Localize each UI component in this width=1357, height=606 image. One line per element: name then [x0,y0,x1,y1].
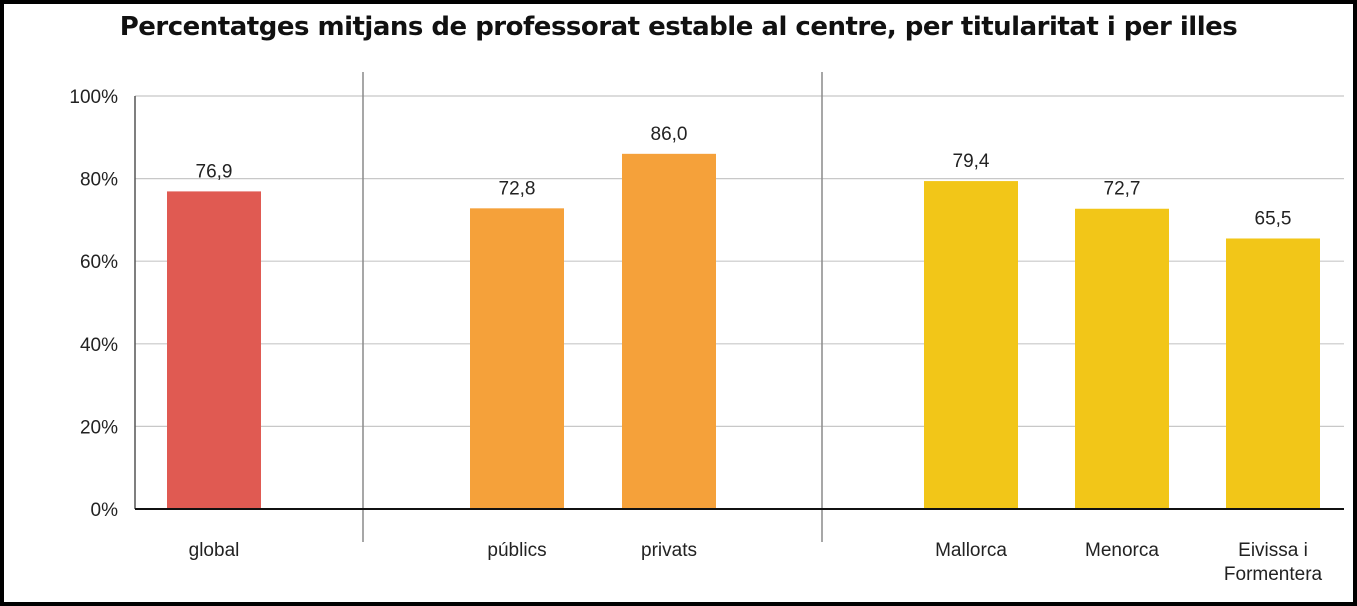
x-tick-label: Menorca [1085,540,1159,561]
bar [470,208,564,509]
chart-title: Percentatges mitjans de professorat esta… [119,12,1238,42]
bar-chart: 0% 20% 40% 60% 80% 100% 76,9 global 72,8 públics 8… [69,72,1344,585]
data-label: 72,8 [499,178,536,199]
bar [1226,238,1320,510]
y-tick-label: 20% [80,417,118,438]
bar [1075,208,1169,509]
data-label: 86,0 [651,124,688,145]
y-tick-label: 100% [69,87,118,108]
x-tick-label: privats [641,540,697,561]
x-tick-label: Mallorca [935,540,1007,561]
data-label: 76,9 [196,161,233,182]
x-tick-label: global [189,540,240,561]
data-label: 65,5 [1255,208,1292,229]
y-tick-label: 60% [80,252,118,273]
data-label: 79,4 [953,151,990,172]
y-tick-label: 40% [80,335,118,356]
data-label: 72,7 [1104,179,1141,200]
x-tick-label: Eivissa i Formentera [1224,540,1323,585]
chart-frame: Percentatges mitjans de professorat esta… [4,4,1353,602]
x-tick-label: públics [487,540,546,561]
bar [167,191,261,509]
bar [924,181,1018,509]
bar [622,153,716,509]
y-tick-label: 80% [80,170,118,191]
y-tick-label: 0% [91,500,119,521]
